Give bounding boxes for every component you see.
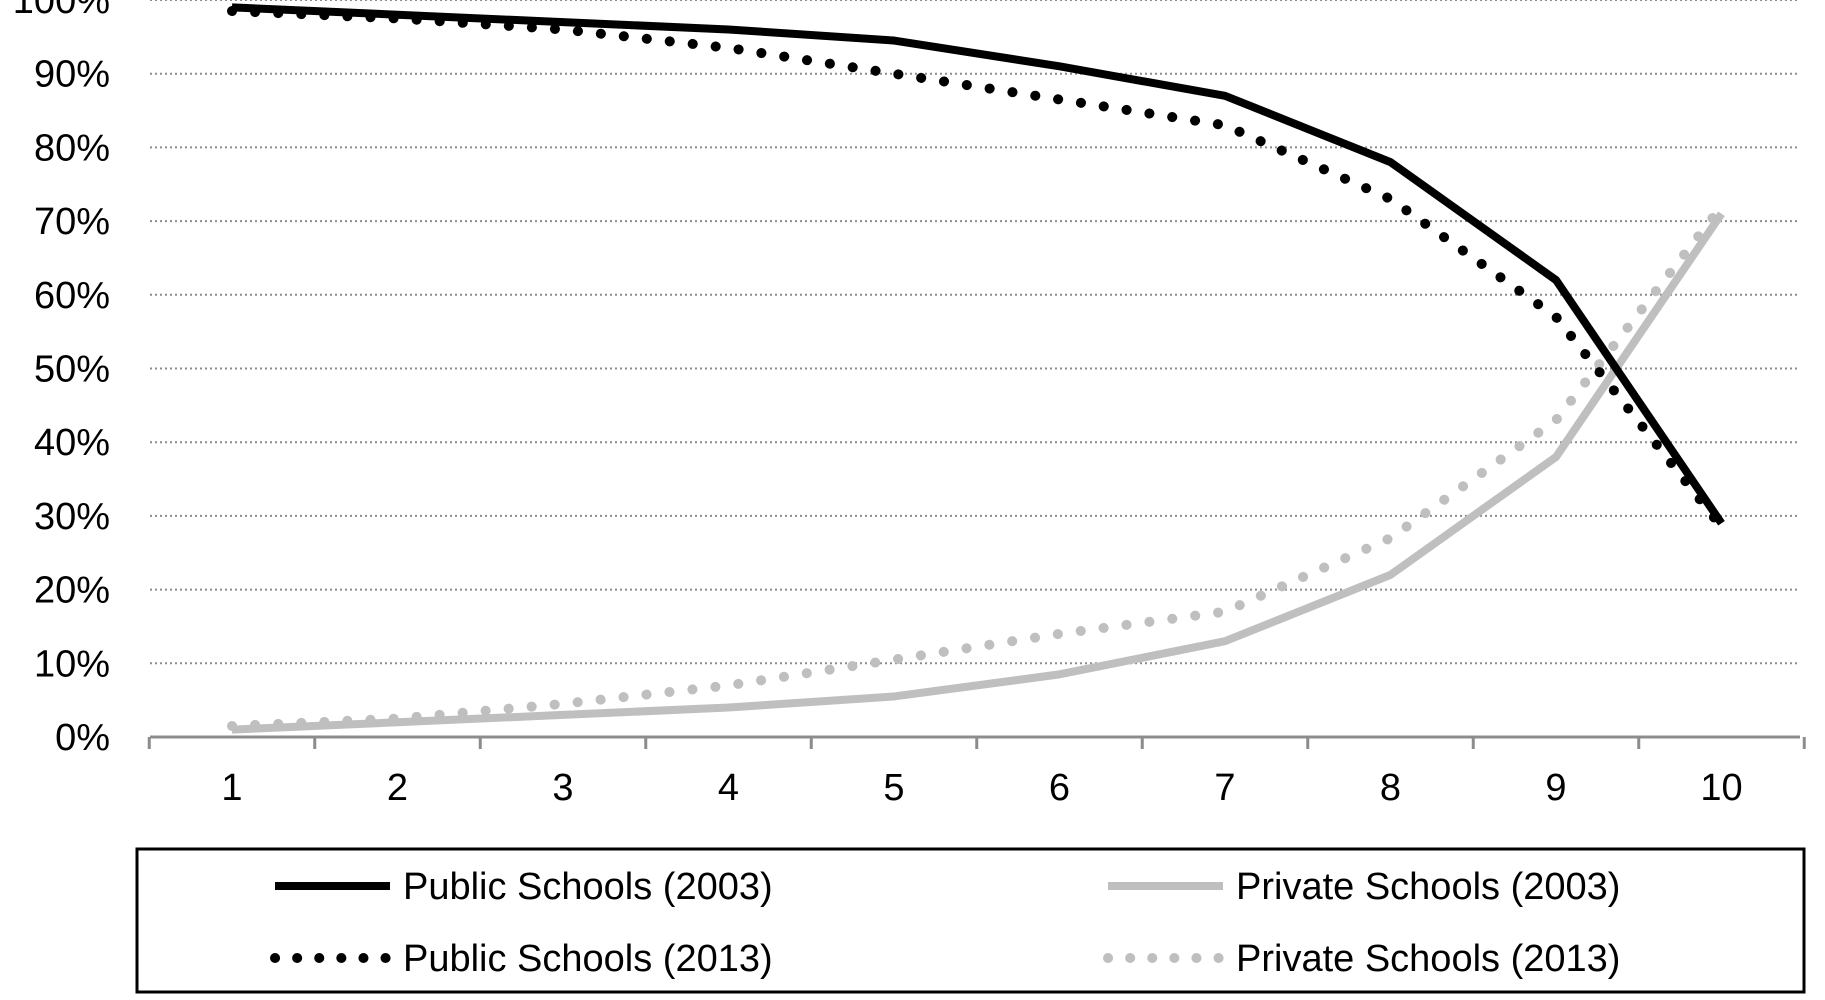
y-tick-label: 0% [55,717,110,759]
x-tick-label: 9 [1545,767,1566,809]
x-tick-label: 2 [387,767,408,809]
y-tick-label: 100% [13,0,110,22]
x-tick-label: 1 [221,767,242,809]
legend-label-public-schools-2013: Public Schools (2013) [403,938,773,980]
x-tick-label: 3 [552,767,573,809]
y-tick-label: 30% [34,496,110,538]
x-tick-label: 5 [883,767,904,809]
series-line-private-schools-2013 [227,201,1727,731]
y-tick-label: 20% [34,570,110,612]
legend-box [135,847,1806,994]
y-tick-label: 70% [34,201,110,243]
series-line-private-schools-2003 [231,211,1725,734]
y-axis-tick-labels: 0% 10% 20% 30% 40% 50% 60% 70% 80% 90% 100% [13,0,110,759]
legend: Public Schools (2003) Private Schools (20… [135,847,1806,994]
x-tick-label: 4 [718,767,739,809]
y-tick-label: 40% [34,422,110,464]
y-tick-label: 80% [34,127,110,169]
x-axis [147,735,1806,749]
x-tick-label: 6 [1049,767,1070,809]
series-line-public-schools-2013 [227,6,1727,532]
y-tick-label: 90% [34,54,110,96]
x-tick-label: 10 [1700,767,1742,809]
legend-label-private-schools-2013: Private Schools (2013) [1236,938,1620,980]
x-axis-tick-labels: 1 2 3 4 5 6 7 8 9 10 [221,767,1742,809]
y-tick-label: 60% [34,275,110,317]
x-tick-label: 8 [1380,767,1401,809]
legend-label-private-schools-2003: Private Schools (2003) [1236,866,1620,908]
gridlines [150,0,1800,665]
legend-label-public-schools-2003: Public Schools (2003) [403,866,773,908]
y-tick-label: 50% [34,349,110,391]
series-lines [227,3,1727,734]
series-line-public-schools-2003 [231,3,1725,526]
y-tick-label: 10% [34,643,110,685]
x-tick-label: 7 [1214,767,1235,809]
